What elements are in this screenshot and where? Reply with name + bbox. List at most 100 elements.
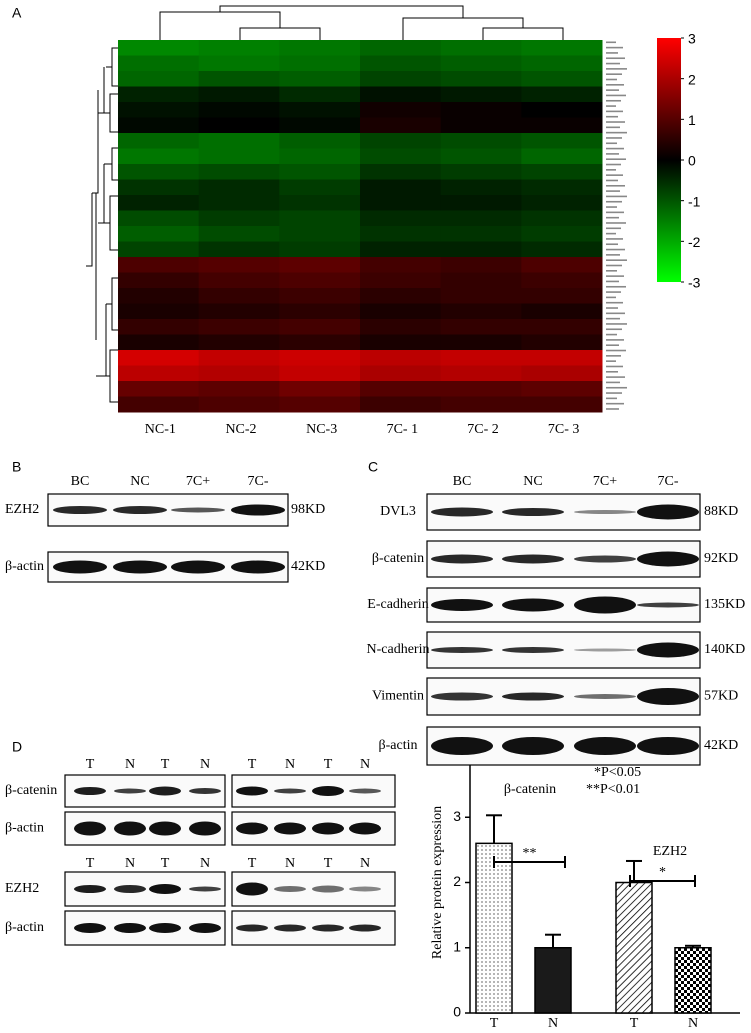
y-axis-label: Relative protein expression xyxy=(430,806,445,959)
heatmap-cell xyxy=(521,195,603,211)
heatmap-cell xyxy=(360,210,442,227)
heatmap-cell xyxy=(440,272,522,289)
heatmap-cell xyxy=(360,350,442,366)
blot-band xyxy=(502,692,564,701)
heatmap-cell xyxy=(118,55,200,72)
heatmap-cell xyxy=(118,40,200,56)
heatmap-cell xyxy=(360,148,442,165)
lane-label: T xyxy=(324,757,333,772)
column-label: NC-3 xyxy=(306,422,337,437)
blot-band xyxy=(574,510,636,514)
row-label-glyph xyxy=(606,41,616,44)
heatmap-cell xyxy=(118,288,200,304)
heatmap-cell xyxy=(440,164,522,180)
row-label-glyph xyxy=(606,232,616,235)
heatmap-cell xyxy=(440,381,522,397)
heatmap-cell xyxy=(118,257,200,273)
blot-band xyxy=(502,508,564,516)
blot-band xyxy=(349,788,381,794)
lane-label: N xyxy=(360,856,370,871)
bar xyxy=(674,947,712,1014)
blot-band xyxy=(574,694,636,699)
heatmap-cell xyxy=(198,272,280,289)
annotation: EZH2 xyxy=(653,844,687,859)
heatmap-cell xyxy=(440,133,522,149)
lane-label: T xyxy=(248,856,257,871)
heatmap-cell xyxy=(118,117,200,134)
row-label-glyph xyxy=(606,280,619,283)
lane-label: N xyxy=(125,856,135,871)
row-label-glyph xyxy=(606,200,622,203)
heatmap-cell xyxy=(198,195,280,211)
lane-label: N xyxy=(360,757,370,772)
column-label: NC-2 xyxy=(225,422,256,437)
row-dendrogram xyxy=(86,47,118,403)
heatmap-cell xyxy=(279,86,361,103)
heatmap-cell xyxy=(360,86,442,103)
heatmap-cell xyxy=(440,102,522,118)
row-label-glyph xyxy=(606,115,618,118)
heatmap-cell xyxy=(360,381,442,397)
blot-band xyxy=(53,506,107,514)
row-label-glyph xyxy=(606,333,617,336)
row-label-glyph xyxy=(606,291,621,293)
row-label-glyph xyxy=(606,339,624,341)
row-label-glyph xyxy=(606,360,616,362)
row-label-glyph xyxy=(606,195,627,198)
heatmap-cell xyxy=(279,164,361,180)
heatmap-cell xyxy=(279,210,361,227)
heatmap-cell xyxy=(118,164,200,180)
blot-band xyxy=(502,554,564,564)
row-label-glyph xyxy=(606,46,623,49)
row-label-glyph xyxy=(606,248,625,251)
heatmap-cell xyxy=(198,288,280,304)
colorbar-tick-label: 2 xyxy=(688,71,696,87)
row-label-glyph xyxy=(606,370,618,373)
heatmap-cell xyxy=(521,272,603,289)
row-label-glyph xyxy=(606,328,622,331)
blot-band xyxy=(114,923,146,933)
row-label-glyph xyxy=(606,227,621,230)
heatmap-cell xyxy=(118,179,200,196)
row-label-glyph xyxy=(606,301,623,304)
blot-band xyxy=(189,886,221,892)
colorbar-tick-label: 3 xyxy=(688,31,696,47)
lane-label: T xyxy=(161,856,170,871)
row-label-glyph xyxy=(606,68,627,70)
heatmap-cell xyxy=(198,148,280,165)
heatmap-cell xyxy=(279,319,361,335)
heatmap-cell xyxy=(360,272,442,289)
heatmap-cell xyxy=(521,288,603,304)
row-label-glyph xyxy=(606,190,620,192)
heatmap-cell xyxy=(360,195,442,211)
bar xyxy=(615,881,653,1014)
heatmap-cell xyxy=(279,102,361,118)
blot-band xyxy=(113,560,167,574)
blot-band xyxy=(431,599,493,611)
row-label-glyph xyxy=(606,153,619,155)
blot-band xyxy=(349,924,381,932)
lane-label: BC xyxy=(453,474,472,489)
heatmap-cell xyxy=(279,257,361,273)
heatmap-cell xyxy=(440,319,522,335)
heatmap-cell xyxy=(198,381,280,397)
lane-label: N xyxy=(200,757,210,772)
blot-band xyxy=(637,642,699,658)
heatmap-cell xyxy=(521,148,603,165)
column-label: NC-1 xyxy=(145,422,176,437)
annotation: β-catenin xyxy=(504,782,556,797)
heatmap-cell xyxy=(360,71,442,87)
row-label: β-catenin xyxy=(372,551,424,566)
heatmap-cell xyxy=(521,334,603,351)
significance-bracket xyxy=(629,875,696,887)
blot-band xyxy=(502,598,564,612)
x-tick-label: T xyxy=(630,1016,639,1031)
heatmap-cell xyxy=(440,365,522,382)
heatmap-cell xyxy=(198,133,280,149)
blot-band xyxy=(149,884,181,894)
heatmap-cell xyxy=(118,133,200,149)
row-label-glyph xyxy=(606,386,627,389)
blot-band xyxy=(349,822,381,835)
row-label-glyph xyxy=(606,254,620,256)
heatmap-cell xyxy=(360,133,442,149)
